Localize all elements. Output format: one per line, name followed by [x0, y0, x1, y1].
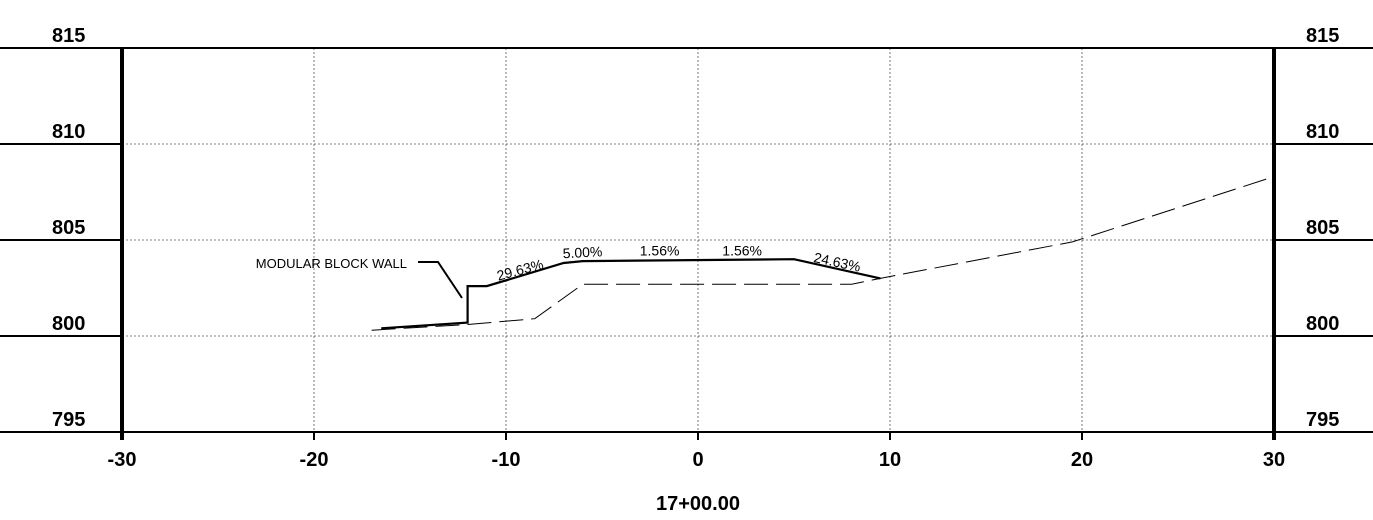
callout-label: MODULAR BLOCK WALL: [256, 256, 407, 271]
offset-label: -10: [492, 449, 521, 471]
offset-label: 0: [692, 449, 703, 471]
slope-label: 1.56%: [640, 242, 680, 258]
slope-label: 24.63%: [812, 249, 862, 275]
elevation-label-left: 815: [52, 25, 85, 47]
elevation-label-right: 800: [1306, 313, 1339, 335]
elevation-label-left: 805: [52, 217, 85, 239]
slope-label: 29.63%: [495, 256, 545, 284]
elevation-label-right: 810: [1306, 121, 1339, 143]
offset-label: 10: [879, 449, 901, 471]
elevation-label-left: 810: [52, 121, 85, 143]
offset-label: 30: [1263, 449, 1285, 471]
elevation-label-left: 795: [52, 409, 85, 431]
slope-label: 5.00%: [562, 243, 602, 261]
proposed-grade-line: [381, 258, 881, 330]
station-label: 17+00.00: [656, 493, 740, 515]
slope-label: 1.56%: [722, 242, 762, 258]
elevation-label-right: 815: [1306, 25, 1339, 47]
elevation-label-left: 800: [52, 313, 85, 335]
elevation-label-right: 805: [1306, 217, 1339, 239]
callout-leader: [418, 261, 463, 299]
offset-label: -20: [300, 449, 329, 471]
offset-label: -30: [108, 449, 137, 471]
existing-ground-line: [371, 176, 1275, 331]
offset-label: 20: [1071, 449, 1093, 471]
elevation-label-right: 795: [1306, 409, 1339, 431]
